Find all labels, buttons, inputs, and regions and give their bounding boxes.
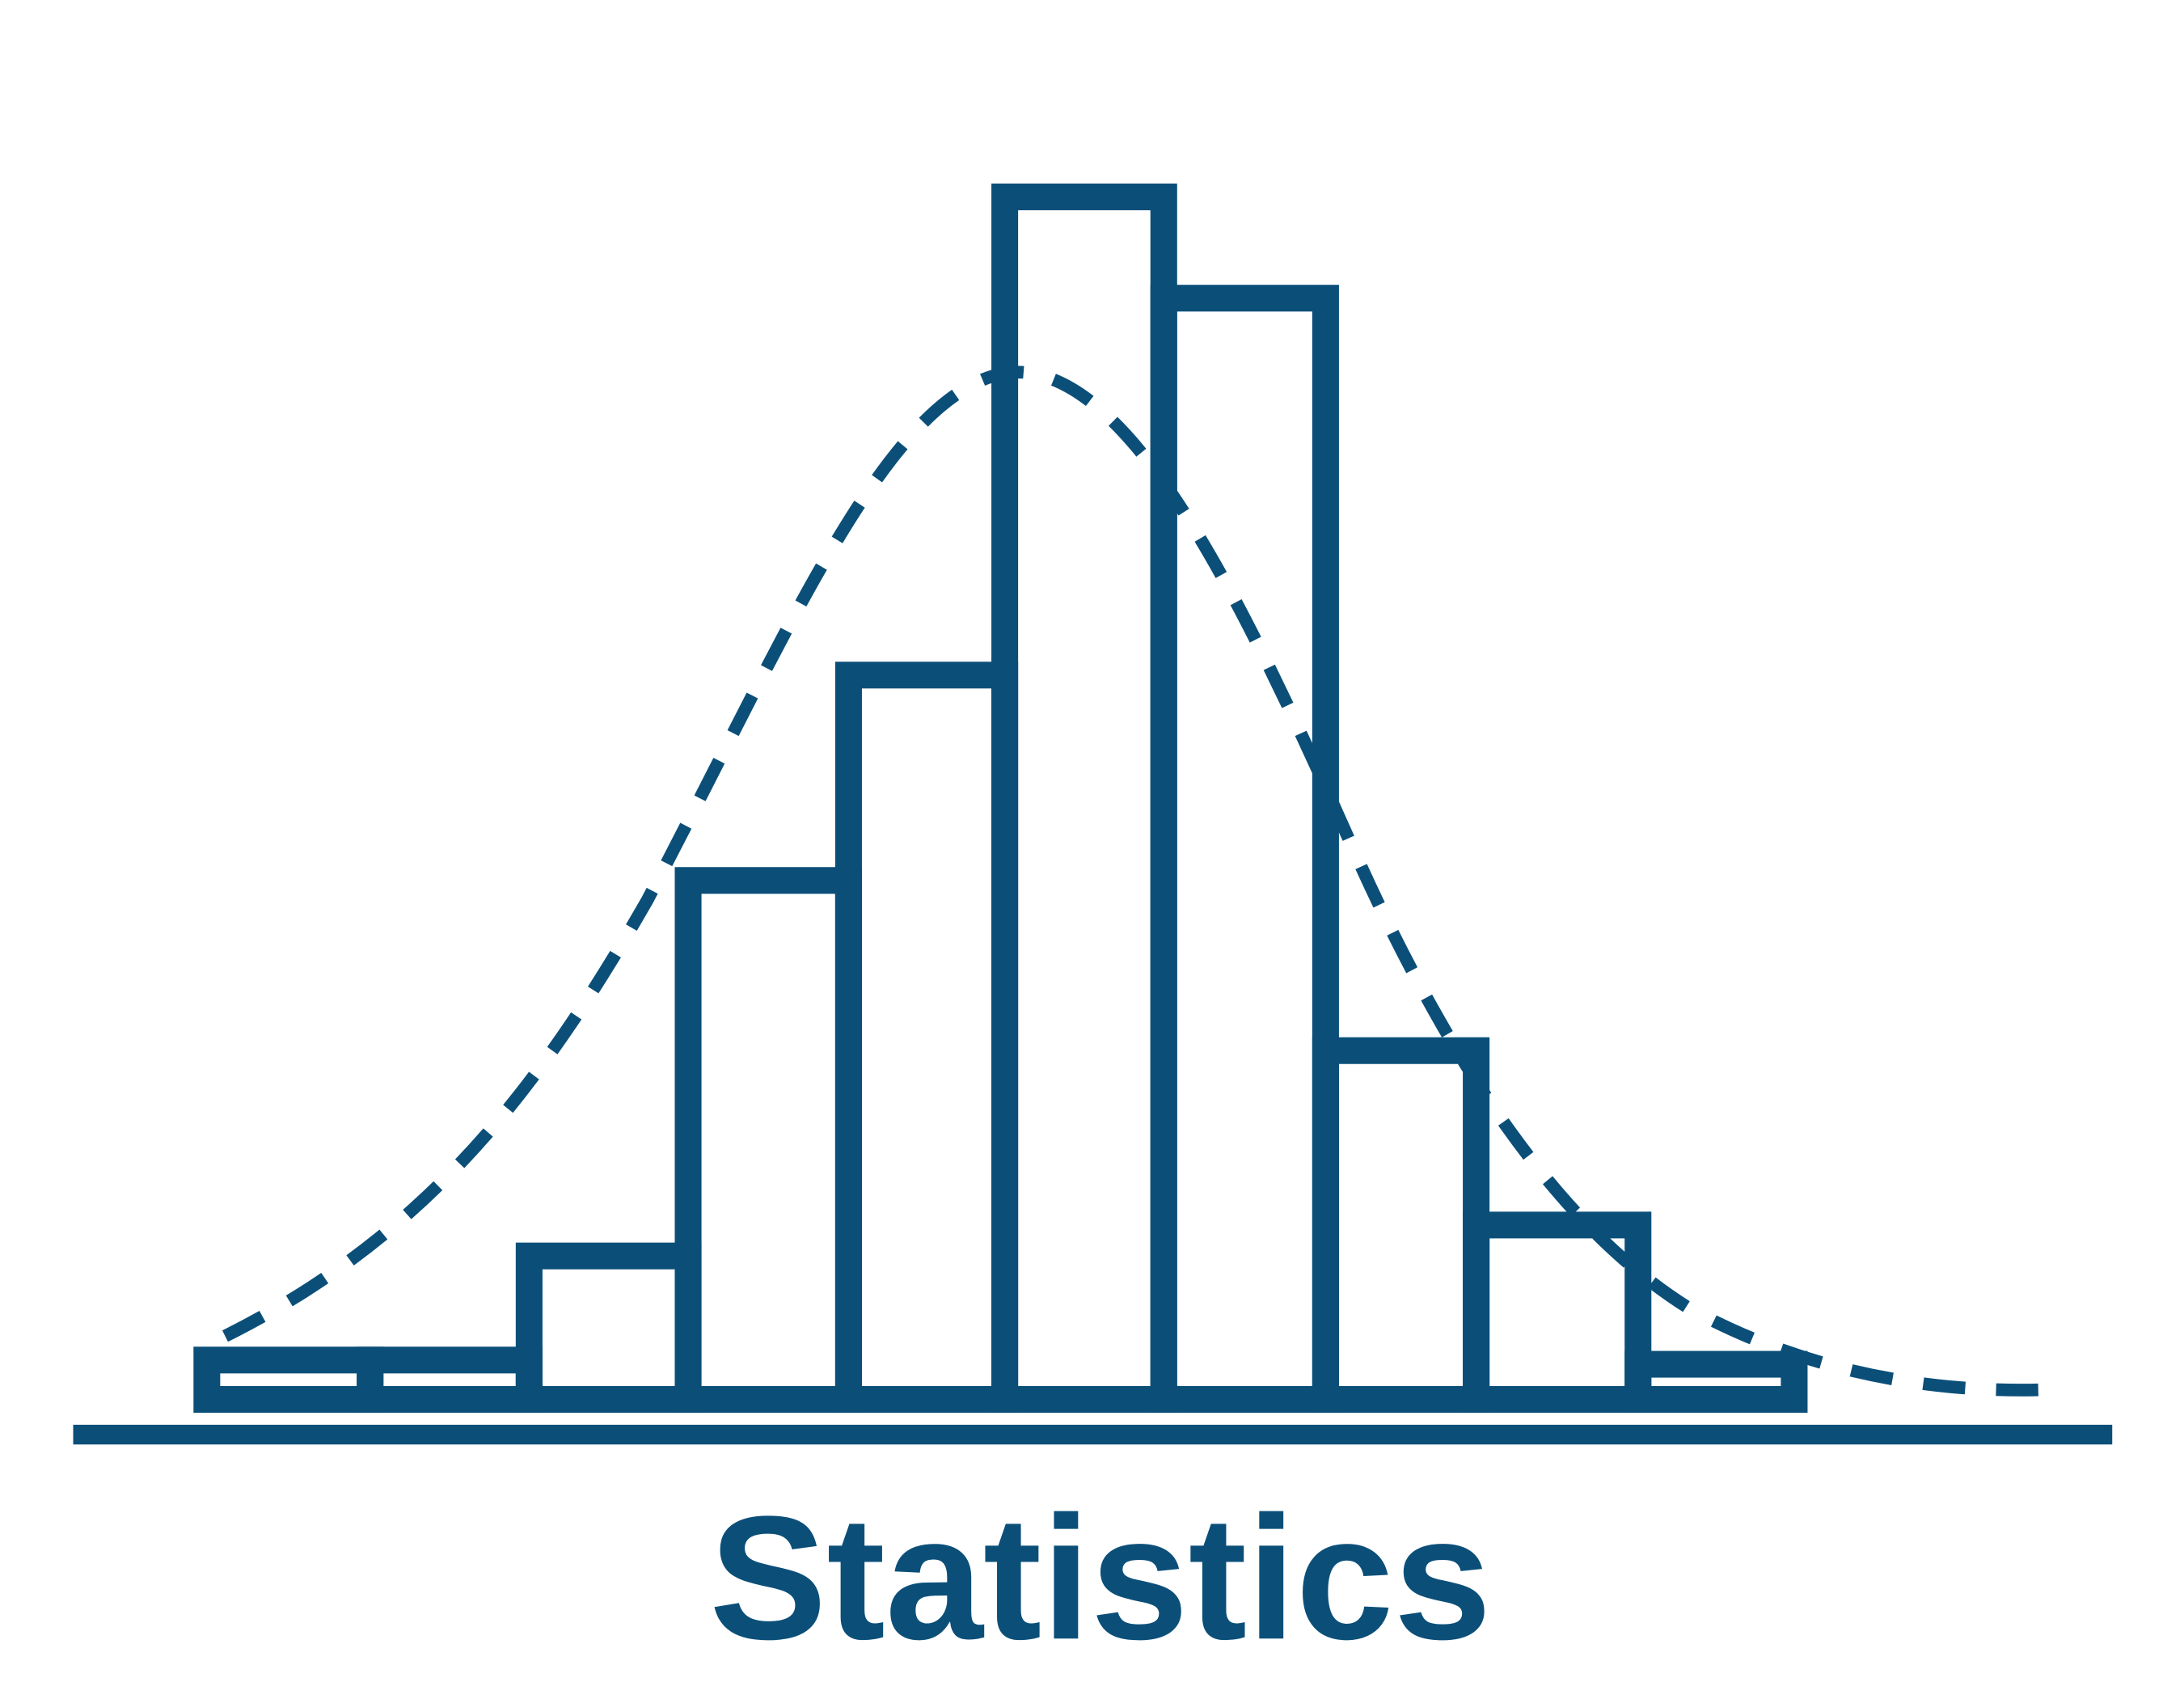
bar (193, 1346, 384, 1414)
bar (1463, 1211, 1652, 1414)
bar (357, 1346, 543, 1414)
bar (515, 1242, 702, 1414)
bar (991, 183, 1177, 1414)
bell-curve (222, 366, 2048, 1397)
icon-label: Statistics (709, 1480, 1491, 1676)
bar (1150, 285, 1339, 1414)
bar (674, 867, 862, 1414)
bar (1312, 1037, 1490, 1414)
histogram (193, 183, 1808, 1414)
bar (1624, 1350, 1808, 1414)
bar (834, 661, 1019, 1414)
